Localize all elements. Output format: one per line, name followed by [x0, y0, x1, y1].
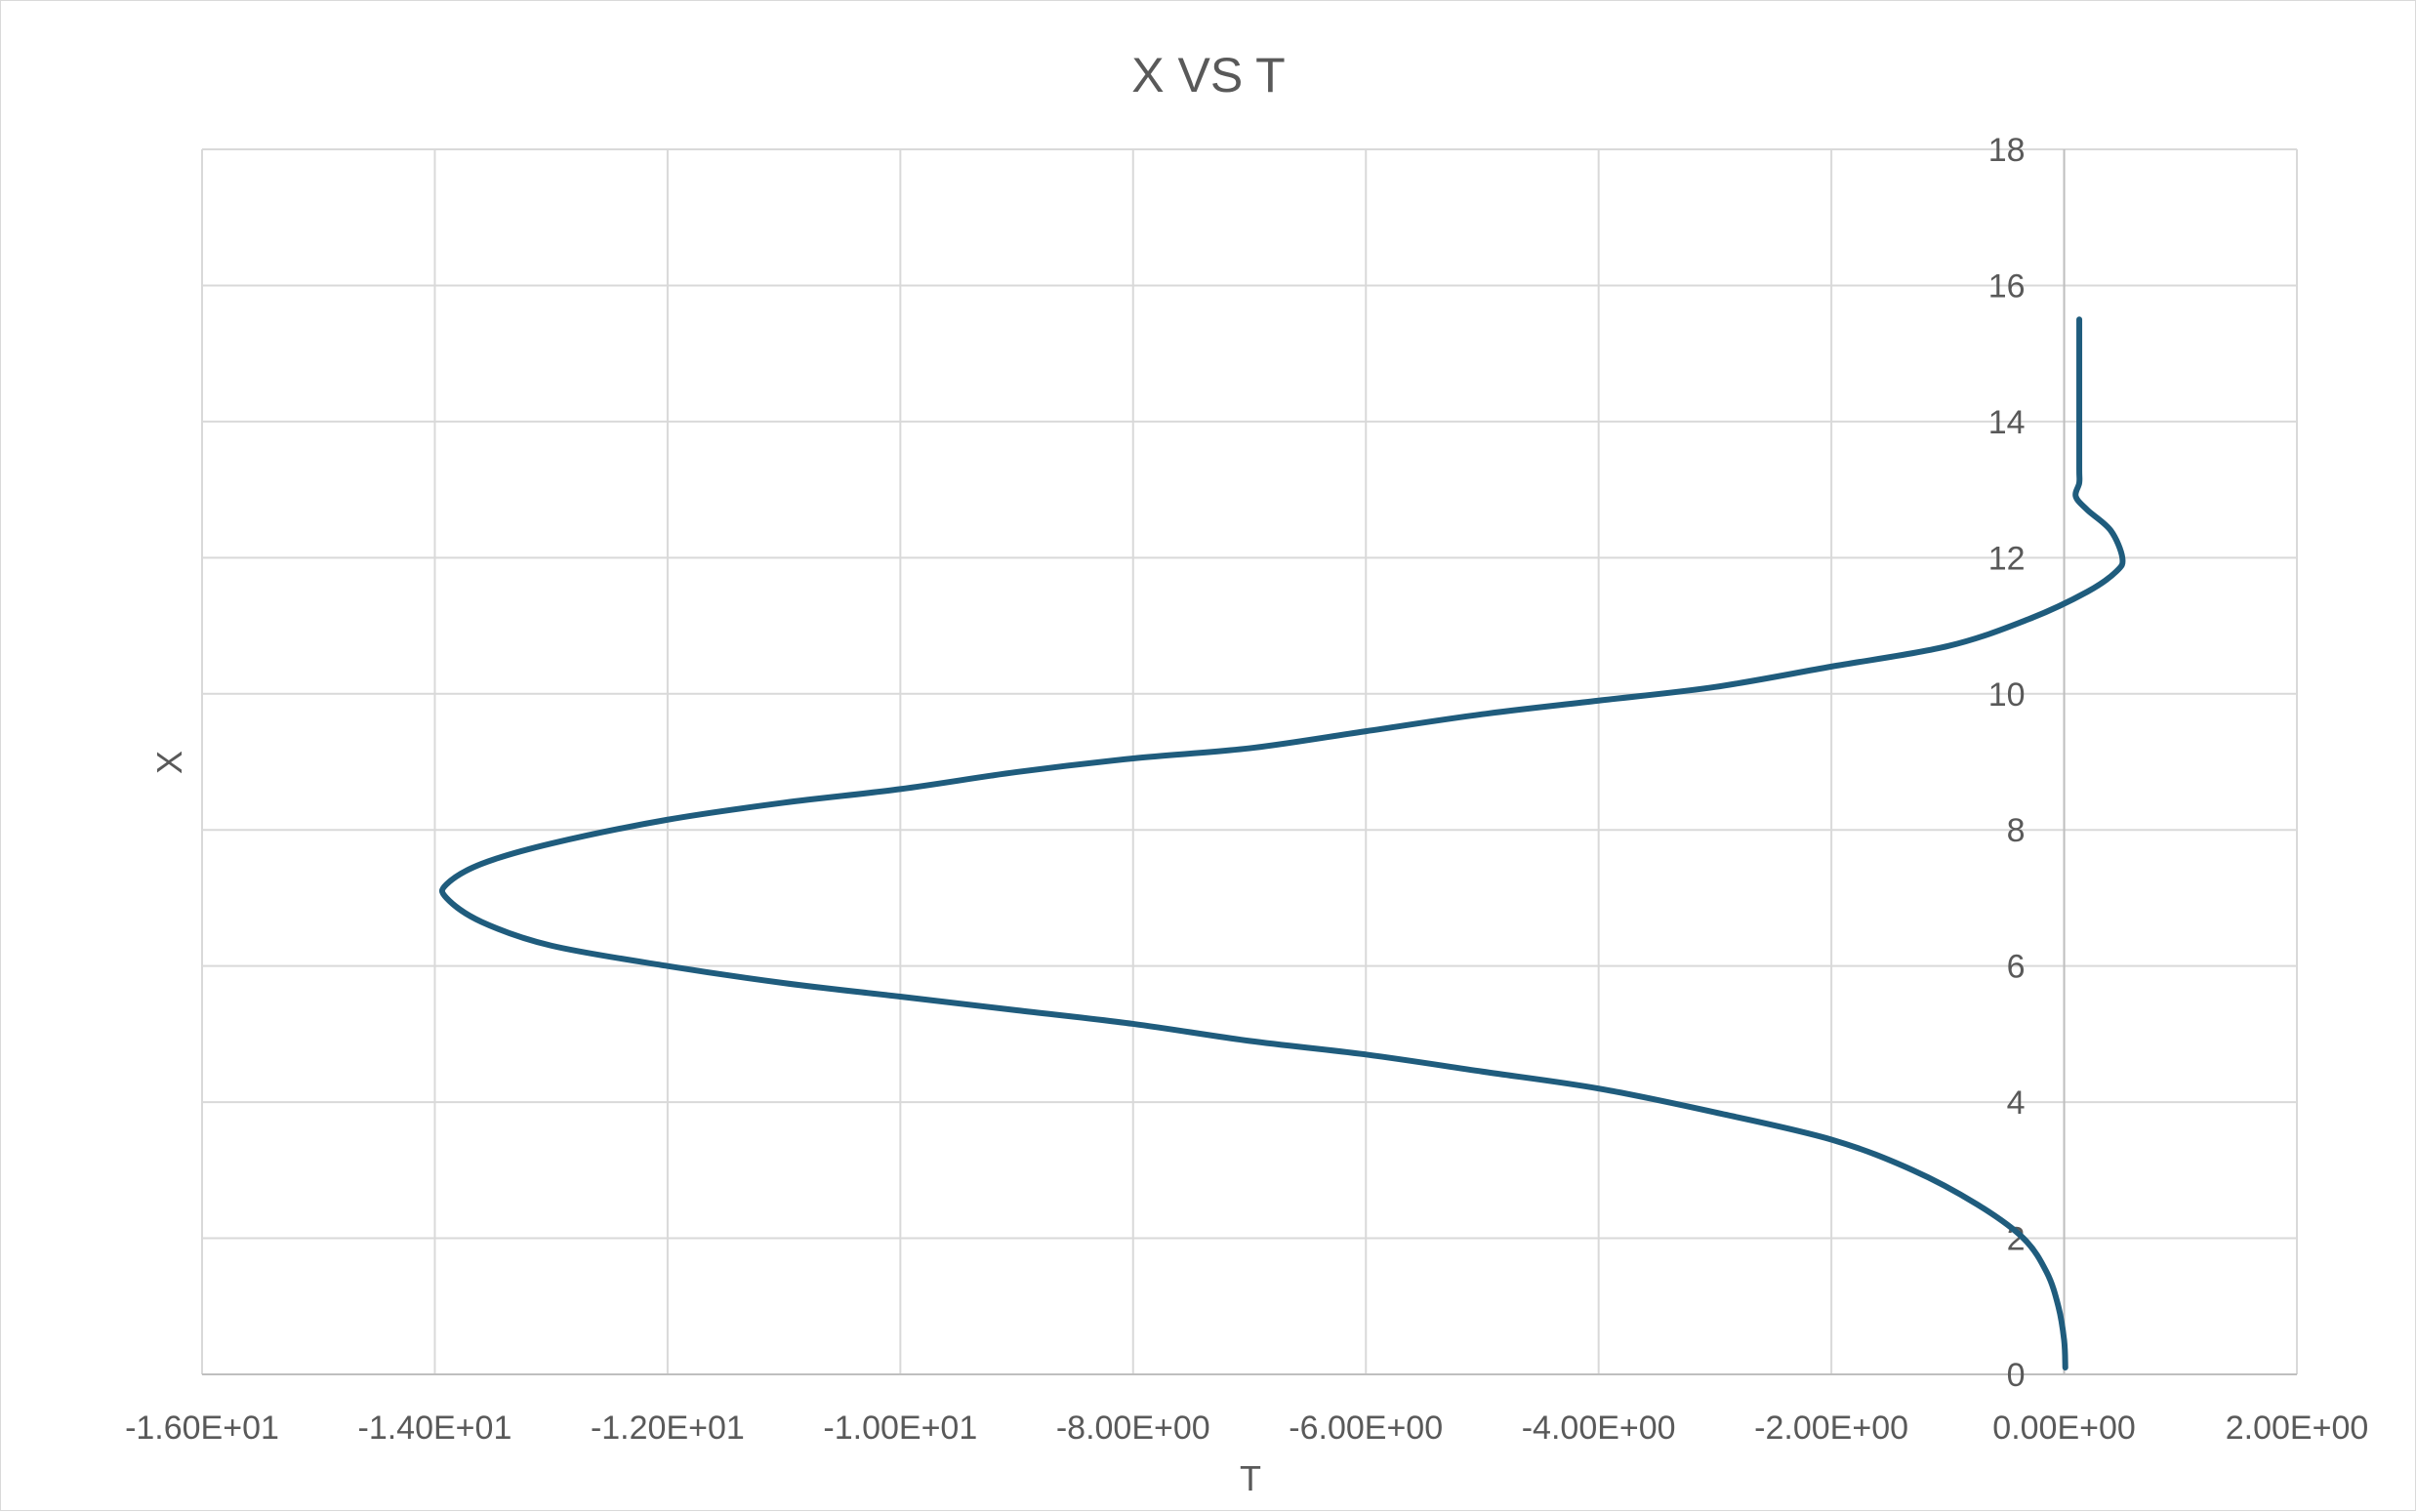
x-tick-label: -8.00E+00: [1056, 1410, 1210, 1447]
x-tick-label: 2.00E+00: [2226, 1410, 2369, 1447]
x-tick-label: -1.20E+01: [591, 1410, 745, 1447]
x-tick-label: -2.00E+00: [1754, 1410, 1908, 1447]
x-tick-label: -6.00E+00: [1289, 1410, 1443, 1447]
series-line: [438, 316, 2126, 1371]
vertical-gridlines: [201, 149, 2298, 1374]
y-tick-label: 0: [2007, 1357, 2026, 1394]
x-tick-label: -1.00E+01: [823, 1410, 977, 1447]
x-tick-label: -4.00E+00: [1522, 1410, 1676, 1447]
y-tick-label: 8: [2007, 812, 2026, 849]
y-axis-title: X: [149, 751, 189, 774]
axes: [202, 149, 2297, 1375]
x-tick-label: -1.60E+01: [125, 1410, 279, 1447]
y-tick-label: 16: [1988, 267, 2026, 305]
chart-title: X VS T: [1131, 48, 1285, 102]
y-tick-label: 18: [1988, 132, 2026, 169]
horizontal-gridlines: [202, 148, 2297, 1240]
x-tick-label: -1.40E+01: [358, 1410, 512, 1447]
y-tick-label: 6: [2007, 949, 2026, 986]
y-tick-label: 4: [2007, 1084, 2026, 1122]
x-axis-title: T: [1240, 1458, 1261, 1498]
y-tick-label: 10: [1988, 676, 2026, 714]
series-group: [438, 316, 2126, 1371]
y-tick-label: 12: [1988, 540, 2026, 577]
x-tick-labels: -1.60E+01 -1.40E+01 -1.20E+01 -1.00E+01 -8.0…: [125, 1410, 2368, 1447]
y-tick-label: 14: [1988, 404, 2026, 441]
x-tick-label: 0.00E+00: [1992, 1410, 2136, 1447]
